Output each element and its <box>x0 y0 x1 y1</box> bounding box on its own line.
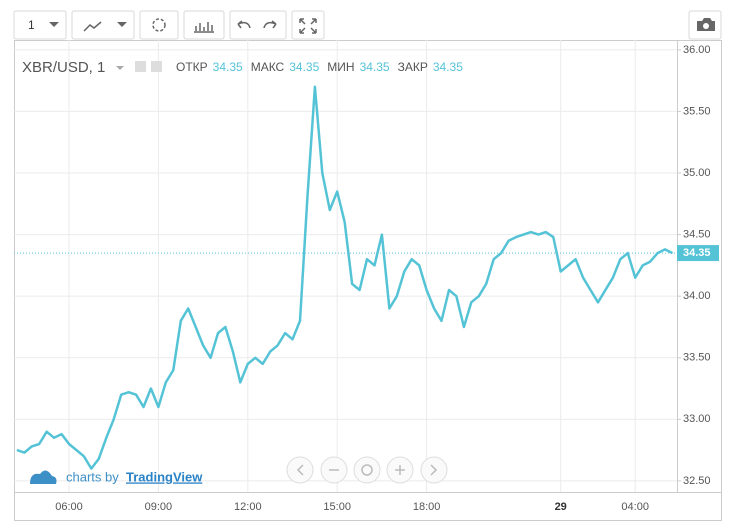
symbol: XBR/USD, 1 <box>22 59 105 76</box>
x-tick-label: 06:00 <box>55 501 83 513</box>
ohlc-legend: ОТКР 34.35 МАКС 34.35 МИН 34.35 ЗАКР 34.35 <box>176 60 463 74</box>
ohlc-value: 34.35 <box>360 60 390 74</box>
settings-icon[interactable] <box>151 61 162 72</box>
ohlc-label: МИН <box>327 60 354 74</box>
chart-frame <box>14 40 722 521</box>
x-tick-label: 04:00 <box>621 501 649 513</box>
x-tick-label: 09:00 <box>145 501 173 513</box>
y-tick-label: 33.00 <box>683 413 711 425</box>
interval: 1 <box>28 18 35 32</box>
price-line <box>16 85 674 470</box>
reset-icon <box>361 464 373 476</box>
x-tick-label: 15:00 <box>323 501 351 513</box>
ohlc-label: МАКС <box>251 60 285 74</box>
nav-buttons <box>286 456 448 484</box>
indicators-icon <box>194 22 214 33</box>
gear-icon <box>152 18 166 32</box>
line-icon <box>83 21 102 32</box>
scroll-right[interactable] <box>420 456 448 484</box>
interval-button[interactable] <box>13 10 67 40</box>
y-tick-label: 33.50 <box>683 352 711 364</box>
y-tick-label: 35.00 <box>683 167 711 179</box>
indicators-button[interactable] <box>183 10 225 40</box>
fullscreen-icon <box>299 18 317 34</box>
ohlc-label: ЗАКР <box>398 60 428 74</box>
last-price-label: 34.35 <box>683 247 711 259</box>
symbol-dropdown <box>116 66 124 70</box>
reset[interactable] <box>353 456 381 484</box>
y-tick-label: 36.00 <box>683 44 711 56</box>
ohlc-value: 34.35 <box>213 60 243 74</box>
tv-logo <box>30 470 57 484</box>
scroll-left[interactable] <box>286 456 314 484</box>
x-tick-label: 18:00 <box>413 501 441 513</box>
y-tick-label: 34.50 <box>683 229 711 241</box>
eye-icon[interactable] <box>135 61 146 72</box>
camera-lens <box>703 23 709 29</box>
last-price-box <box>677 245 719 262</box>
toolbar: 1 <box>13 10 722 40</box>
settings-button[interactable] <box>139 10 179 40</box>
y-tick-label: 34.00 <box>683 290 711 302</box>
ohlc-value: 34.35 <box>433 60 463 74</box>
dropdown-arrow <box>117 22 127 27</box>
x-tick-label: 12:00 <box>234 501 262 513</box>
undo-redo[interactable] <box>229 10 287 40</box>
x-tick-label: 29 <box>555 501 567 513</box>
undo-icon <box>237 20 251 29</box>
branding-name[interactable]: TradingView <box>126 469 203 484</box>
y-tick-label: 35.50 <box>683 105 711 117</box>
fullscreen-button[interactable] <box>291 10 325 40</box>
plot <box>14 40 677 492</box>
y-tick-label: 32.50 <box>683 475 711 487</box>
ohlc-label: ОТКР <box>176 60 208 74</box>
redo-icon <box>263 20 277 29</box>
dropdown-arrow <box>49 22 59 27</box>
branding-prefix: charts by <box>66 469 119 484</box>
ohlc-value: 34.35 <box>289 60 319 74</box>
nav-icons <box>296 464 438 476</box>
style-button[interactable] <box>71 10 135 40</box>
